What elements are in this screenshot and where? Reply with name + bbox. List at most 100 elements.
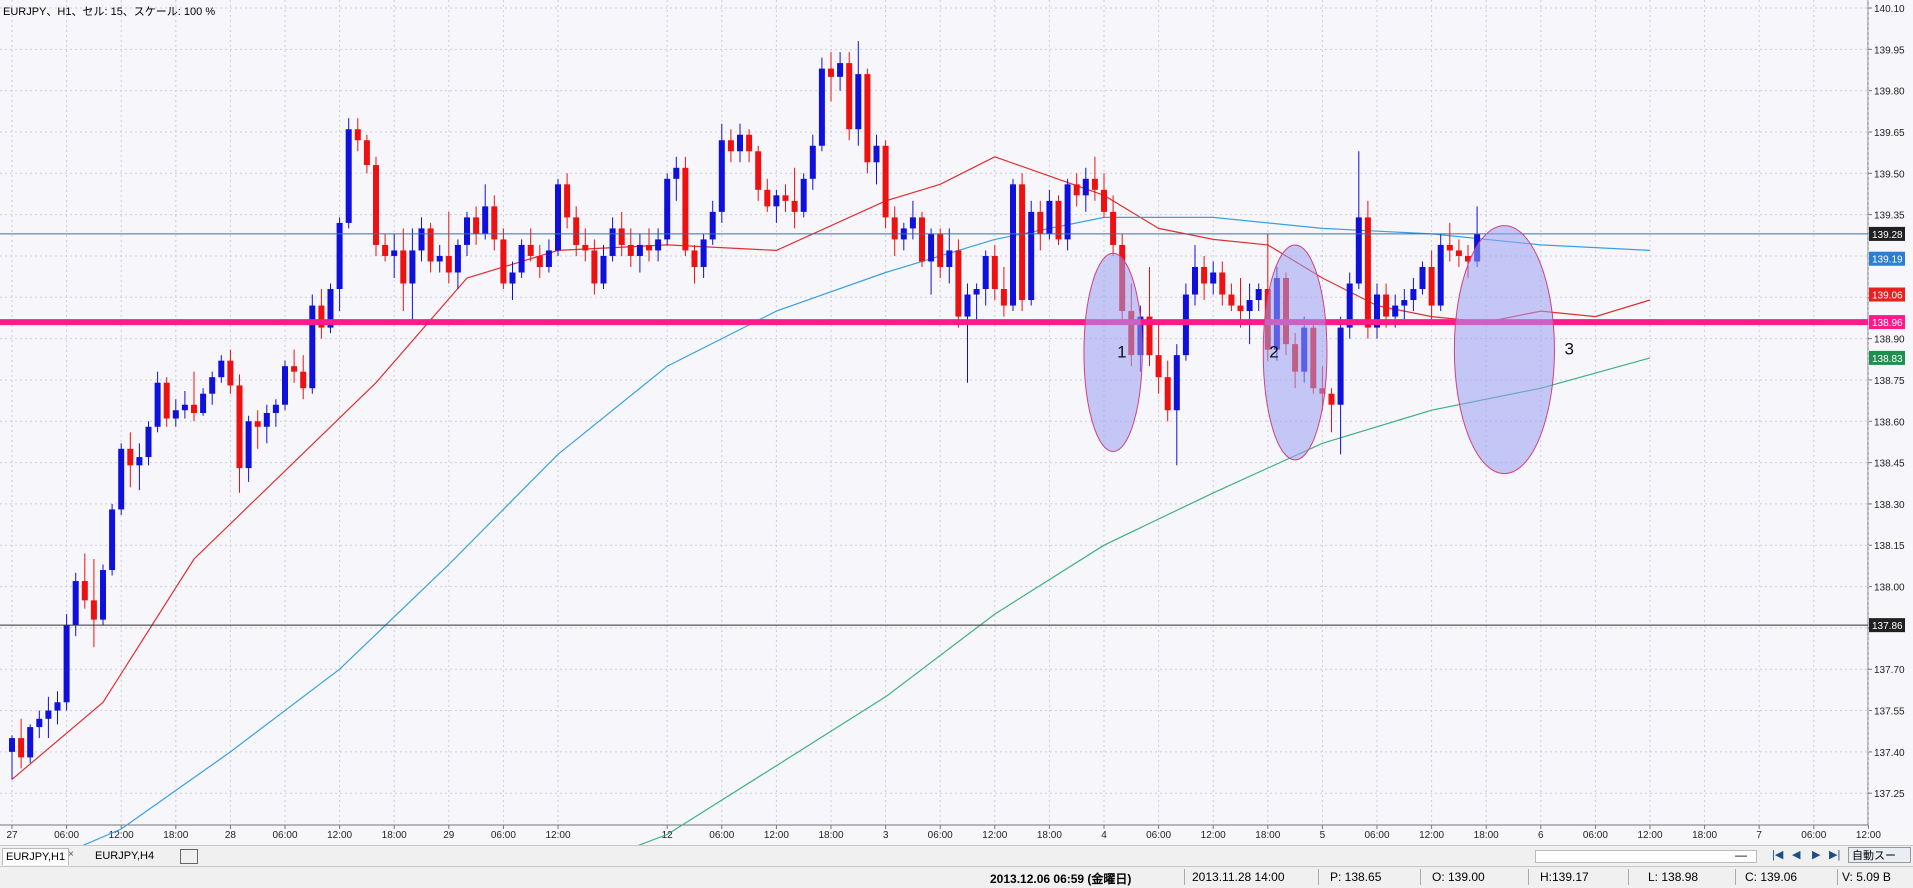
tab-eurjpy-h4[interactable]: EURJPY,H4: [92, 848, 157, 864]
candle-down: [864, 74, 871, 163]
candlestick-chart[interactable]: 140.10 139.95 139.80 139.65 139.50 139.35 139.…: [0, 0, 1913, 845]
x-tick-label: 06:00: [1146, 830, 1171, 841]
x-tick-label: 4: [1101, 830, 1107, 841]
x-tick-label: 06:00: [928, 830, 953, 841]
x-tick-label: 06:00: [491, 830, 516, 841]
candle-down: [318, 305, 325, 328]
y-tick-label: 138.30: [1874, 500, 1905, 511]
price-line-label: 139.28: [1872, 230, 1903, 241]
candle-up: [1410, 289, 1417, 301]
status-divider: [1735, 869, 1736, 885]
chart-scrollbar[interactable]: [1535, 850, 1757, 863]
status-divider: [1184, 869, 1185, 885]
tab-eurjpy-h1[interactable]: EURJPY,H1: [2, 848, 70, 865]
candle-down: [1455, 250, 1462, 256]
candle-down: [500, 239, 507, 284]
candle-down: [746, 134, 753, 152]
candle-up: [27, 727, 34, 758]
candle-up: [36, 718, 43, 728]
candle-up: [818, 68, 825, 146]
candle-down: [764, 189, 771, 207]
x-tick-label: 6: [1538, 830, 1544, 841]
candle-down: [227, 360, 234, 386]
y-tick-label: 137.25: [1874, 789, 1905, 800]
annotation-circle: [1453, 225, 1555, 475]
candle-up: [509, 272, 516, 284]
candle-up: [1437, 244, 1444, 306]
candle-down: [1328, 393, 1335, 405]
candle-down: [1164, 377, 1171, 411]
y-tick-label: 137.55: [1874, 707, 1905, 718]
candle-up: [436, 255, 443, 262]
candle-down: [955, 250, 962, 317]
candle-up: [773, 195, 780, 207]
candle-down: [828, 68, 834, 77]
candle-down: [1383, 294, 1390, 317]
nav-next-button[interactable]: ▶: [1812, 849, 1821, 861]
status-open: O: 139.00: [1432, 870, 1485, 884]
price-line-tag: [1869, 618, 1905, 633]
close-icon[interactable]: ×: [68, 849, 74, 860]
y-tick-label: 138.15: [1874, 541, 1905, 552]
chart-tab-bar: EURJPY,H1 × EURJPY,H4 — |◀ ◀ ▶ ▶| 自動スー: [0, 845, 1913, 866]
nav-last-button[interactable]: ▶|: [1829, 849, 1841, 861]
x-tick-label: 27: [6, 830, 18, 841]
candle-up: [1401, 300, 1408, 306]
candle-up: [100, 570, 106, 620]
x-tick-label: 7: [1756, 830, 1762, 841]
candle-up: [673, 167, 680, 179]
status-bar-time: 2013.11.28 14:00: [1192, 870, 1285, 884]
candle-down: [90, 600, 97, 620]
nav-prev-button[interactable]: ◀: [1792, 849, 1801, 861]
scroll-minus-icon[interactable]: —: [1735, 848, 1747, 862]
candle-up: [1346, 283, 1353, 328]
y-tick-label: 138.60: [1874, 417, 1905, 428]
candle-up: [72, 581, 79, 626]
candle-down: [591, 250, 598, 284]
candle-down: [1146, 316, 1153, 356]
candle-up: [1374, 294, 1380, 328]
candle-down: [727, 140, 734, 152]
candle-up: [464, 217, 470, 245]
status-divider: [1837, 869, 1838, 885]
candle-up: [636, 244, 643, 256]
y-tick-label: 137.70: [1874, 665, 1905, 676]
candle-down: [1019, 184, 1026, 301]
candle-up: [409, 250, 416, 284]
new-window-icon[interactable]: [180, 849, 198, 864]
candle-up: [172, 410, 179, 419]
y-tick-label: 139.95: [1874, 45, 1905, 56]
candle-down: [427, 228, 434, 262]
candle-down: [1428, 266, 1435, 306]
candle-down: [127, 448, 134, 466]
candle-up: [600, 255, 607, 284]
candle-down: [1237, 305, 1244, 312]
x-tick-label: 18:00: [1037, 830, 1062, 841]
y-tick-label: 138.90: [1874, 335, 1905, 346]
chart-area[interactable]: 140.10 139.95 139.80 139.65 139.50 139.35 139.…: [0, 0, 1913, 845]
autoscroll-button[interactable]: 自動スー: [1848, 847, 1911, 863]
price-line-label: 137.86: [1872, 621, 1903, 632]
candle-up: [737, 134, 743, 152]
nav-first-button[interactable]: |◀: [1772, 849, 1784, 861]
candle-down: [627, 244, 634, 256]
candle-up: [245, 421, 252, 469]
candle-up: [336, 222, 343, 290]
chart-title: EURJPY、H1、セル: 15、スケール: 100 %: [3, 6, 216, 18]
candle-up: [154, 382, 161, 427]
candle-up: [545, 250, 552, 267]
candle-up: [1082, 178, 1089, 196]
x-tick-label: 3: [883, 830, 889, 841]
candle-down: [536, 255, 543, 267]
candle-down: [291, 366, 298, 372]
candle-down: [527, 244, 534, 256]
x-tick-label: 06:00: [1364, 830, 1389, 841]
candle-up: [109, 509, 116, 571]
candle-down: [254, 421, 261, 427]
candle-down: [191, 404, 197, 413]
candle-down: [582, 244, 589, 251]
candle-up: [136, 457, 143, 466]
x-tick-label: 06:00: [709, 830, 734, 841]
candle-down: [691, 250, 698, 267]
candle-down: [991, 255, 998, 290]
